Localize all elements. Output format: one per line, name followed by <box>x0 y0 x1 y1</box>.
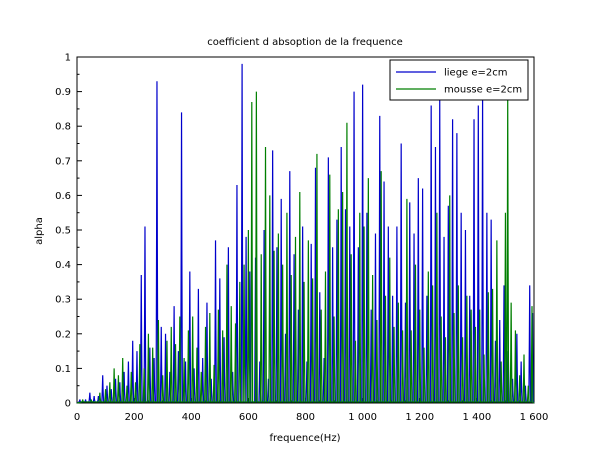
y-tick-label: 0.7 <box>55 156 71 167</box>
x-tick-label: 1 200 <box>405 412 434 423</box>
y-tick-label: 0.4 <box>55 260 71 271</box>
legend-box <box>389 59 529 101</box>
series-line-liege <box>76 63 535 404</box>
x-tick-label: 0 <box>74 412 80 423</box>
y-tick-label: 0.3 <box>55 295 71 306</box>
y-tick-label: 0.5 <box>55 226 71 237</box>
series-line-mousse <box>76 91 535 404</box>
x-tick-label: 600 <box>239 412 258 423</box>
y-axis-label: alpha <box>34 217 45 245</box>
y-tick-label: 0.2 <box>55 329 71 340</box>
y-tick-label: 0.9 <box>55 87 71 98</box>
x-tick-label: 1 400 <box>463 412 492 423</box>
x-tick-label: 800 <box>296 412 315 423</box>
legend-entry: mousse e=2cm <box>444 85 522 96</box>
y-tick-label: 1 <box>65 53 71 64</box>
y-tick-label: 0 <box>65 399 71 410</box>
plot-axes: 0 200 400 600 800 1 000 1 200 1 400 1 600 0 0.1 0.2… <box>55 53 548 424</box>
y-tick-label: 0.6 <box>55 191 71 202</box>
y-tick-label: 0.1 <box>55 364 71 375</box>
chart-title: coefficient d absoption de la frequence <box>207 37 402 48</box>
legend-entry: liege e=2cm <box>444 68 508 79</box>
x-tick-label: 200 <box>125 412 144 423</box>
plot-series <box>76 63 535 404</box>
x-axis-label: frequence(Hz) <box>270 433 341 444</box>
legend: liege e=2cm mousse e=2cm <box>389 59 529 101</box>
y-tick-label: 0.8 <box>55 122 71 133</box>
x-tick-label: 1 600 <box>520 412 549 423</box>
x-tick-label: 1 000 <box>348 412 377 423</box>
x-tick-label: 400 <box>182 412 201 423</box>
